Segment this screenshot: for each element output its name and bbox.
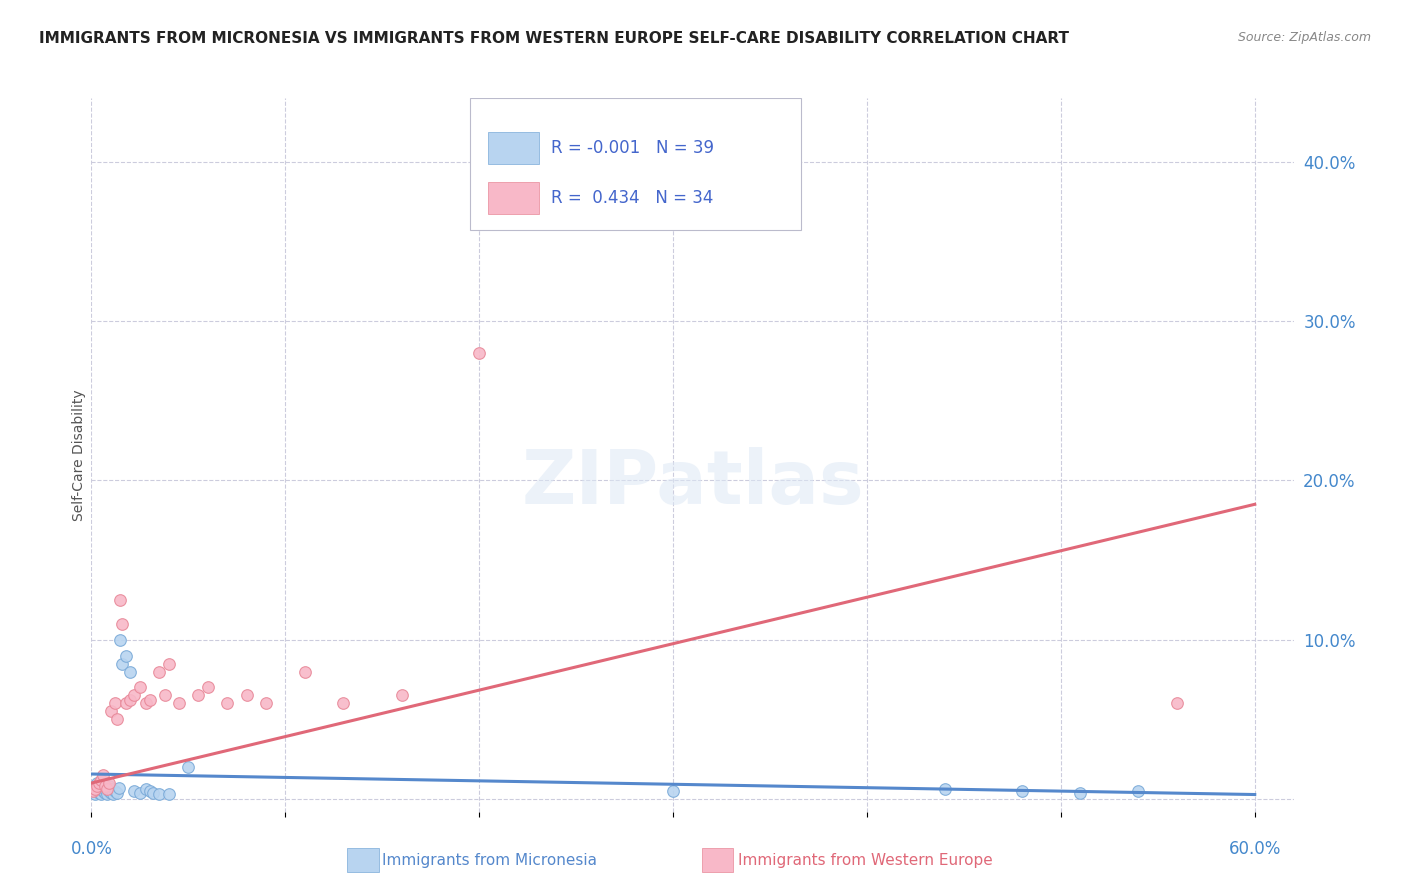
Point [89,776,111,790]
Point [86,776,108,790]
Point [100,786,122,800]
Y-axis label: Self-Care Disability: Self-Care Disability [72,389,86,521]
Point [934,782,956,797]
Point [90,787,112,801]
Point [294,665,316,679]
Point [122,689,145,703]
Point [157,657,180,671]
Point [105,786,128,800]
Point [86,782,108,797]
Point [391,689,413,703]
Point [110,632,132,647]
Point [84,782,107,797]
Point [254,697,277,711]
Point [153,689,176,703]
Point [110,592,132,607]
Point [115,648,138,663]
Point [94,779,117,793]
Point [100,705,122,719]
Point [148,665,170,679]
Point [1128,784,1150,798]
Point [142,786,165,800]
Point [662,784,685,798]
Point [111,616,134,631]
Text: Source: ZipAtlas.com: Source: ZipAtlas.com [1237,31,1371,45]
Point [1011,784,1033,798]
Point [82,784,104,798]
Point [157,787,180,801]
Text: IMMIGRANTS FROM MICRONESIA VS IMMIGRANTS FROM WESTERN EUROPE SELF-CARE DISABILIT: IMMIGRANTS FROM MICRONESIA VS IMMIGRANTS… [39,31,1070,46]
Point [120,693,142,707]
FancyBboxPatch shape [488,132,538,164]
Point [187,689,209,703]
Point [468,346,491,360]
Point [97,776,120,790]
Point [122,784,145,798]
Point [135,782,157,797]
Point [104,784,127,798]
Point [148,787,170,801]
Point [104,697,127,711]
Point [135,697,157,711]
Text: 60.0%: 60.0% [1229,840,1281,858]
Point [91,768,114,782]
FancyBboxPatch shape [488,182,538,214]
Point [96,782,118,797]
Point [91,784,114,798]
Text: Immigrants from Micronesia: Immigrants from Micronesia [382,853,598,868]
Point [107,780,129,795]
Point [167,697,190,711]
Point [332,697,354,711]
Text: R =  0.434   N = 34: R = 0.434 N = 34 [551,189,713,207]
Point [97,779,120,793]
Point [120,665,142,679]
Point [89,779,111,793]
Point [94,782,117,797]
Point [235,689,257,703]
Point [97,784,120,798]
Point [128,681,150,695]
Point [90,772,112,787]
Point [197,681,219,695]
Point [101,787,124,801]
Point [115,697,138,711]
Point [94,786,117,800]
Point [1166,697,1188,711]
Point [84,787,107,801]
Text: ZIPatlas: ZIPatlas [522,447,863,520]
Point [1069,786,1091,800]
Point [91,778,114,792]
Text: R = -0.001   N = 39: R = -0.001 N = 39 [551,139,714,157]
Point [105,712,128,726]
Point [111,657,134,671]
Point [128,786,150,800]
Point [100,782,122,797]
Point [96,787,118,801]
Point [86,779,108,793]
Point [138,693,160,707]
FancyBboxPatch shape [470,98,800,230]
Point [177,760,200,774]
Point [138,784,160,798]
Text: Immigrants from Western Europe: Immigrants from Western Europe [738,853,993,868]
Point [89,786,111,800]
Point [217,697,239,711]
Point [96,780,118,795]
Point [90,780,112,795]
Point [82,784,104,798]
FancyBboxPatch shape [702,848,734,872]
Text: 0.0%: 0.0% [70,840,112,858]
FancyBboxPatch shape [347,848,378,872]
